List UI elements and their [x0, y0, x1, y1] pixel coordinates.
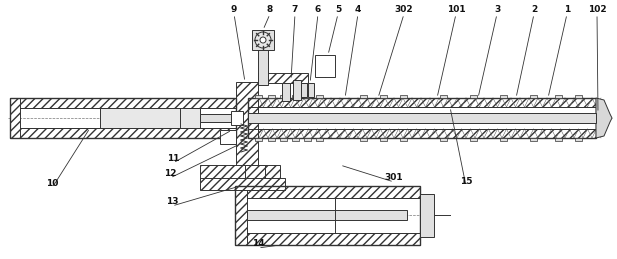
Text: 301: 301 [384, 173, 404, 182]
Bar [248, 98, 596, 107]
Bar [440, 138, 447, 141]
Bar [255, 95, 262, 98]
Text: 3: 3 [494, 5, 500, 14]
Bar [248, 113, 596, 123]
Bar [245, 165, 265, 190]
Bar [316, 138, 323, 141]
Text: 9: 9 [231, 5, 237, 14]
Bar [247, 210, 407, 220]
Text: 101: 101 [447, 5, 465, 14]
Bar [530, 95, 537, 98]
Bar [292, 138, 299, 141]
Text: 302: 302 [395, 5, 413, 14]
Bar [530, 138, 537, 141]
Bar [304, 138, 311, 141]
Bar [315, 55, 335, 77]
Bar [555, 138, 562, 141]
Bar [304, 95, 311, 98]
Bar [235, 233, 420, 245]
Text: 5: 5 [335, 5, 341, 14]
Bar [360, 95, 367, 98]
Bar [258, 73, 308, 83]
Bar [236, 82, 258, 190]
Bar [10, 98, 236, 108]
Bar [200, 178, 285, 190]
Bar [200, 165, 280, 179]
Bar [10, 98, 20, 138]
Bar [248, 129, 596, 138]
Bar [500, 138, 507, 141]
Bar [252, 30, 274, 50]
Bar [235, 186, 247, 245]
Text: 1: 1 [564, 5, 570, 14]
Circle shape [255, 32, 271, 48]
Bar [10, 98, 236, 138]
Text: 2: 2 [531, 5, 537, 14]
Circle shape [260, 37, 266, 43]
Bar [200, 114, 240, 122]
Bar [292, 95, 299, 98]
Bar [282, 83, 290, 101]
Bar [360, 138, 367, 141]
Bar [231, 111, 243, 125]
Bar [220, 130, 236, 144]
Bar [420, 194, 434, 237]
Bar [308, 83, 314, 97]
Text: 7: 7 [292, 5, 298, 14]
Text: 12: 12 [164, 169, 176, 178]
Bar [555, 95, 562, 98]
Bar [316, 95, 323, 98]
Bar [440, 95, 447, 98]
Bar [470, 95, 477, 98]
Bar [400, 138, 407, 141]
Text: 8: 8 [267, 5, 273, 14]
Bar [500, 95, 507, 98]
Bar [280, 138, 287, 141]
Bar [10, 128, 236, 138]
Text: 11: 11 [167, 154, 180, 163]
Bar [470, 138, 477, 141]
Bar [268, 95, 275, 98]
Bar [280, 95, 287, 98]
Text: 14: 14 [252, 239, 264, 248]
Text: 13: 13 [166, 197, 178, 206]
Bar [575, 138, 582, 141]
Bar [380, 95, 387, 98]
Text: 6: 6 [315, 5, 321, 14]
Bar [255, 138, 262, 141]
Bar [235, 186, 420, 245]
Bar [575, 95, 582, 98]
Bar [100, 108, 200, 128]
Text: 4: 4 [355, 5, 361, 14]
Text: 10: 10 [46, 179, 58, 188]
Polygon shape [596, 98, 612, 138]
Bar [235, 186, 420, 198]
Bar [248, 98, 596, 138]
Bar [268, 138, 275, 141]
Bar [293, 80, 301, 100]
Bar [400, 95, 407, 98]
Bar [380, 138, 387, 141]
Text: 102: 102 [587, 5, 607, 14]
Text: 15: 15 [460, 177, 472, 186]
Bar [301, 83, 307, 97]
Bar [258, 40, 268, 85]
